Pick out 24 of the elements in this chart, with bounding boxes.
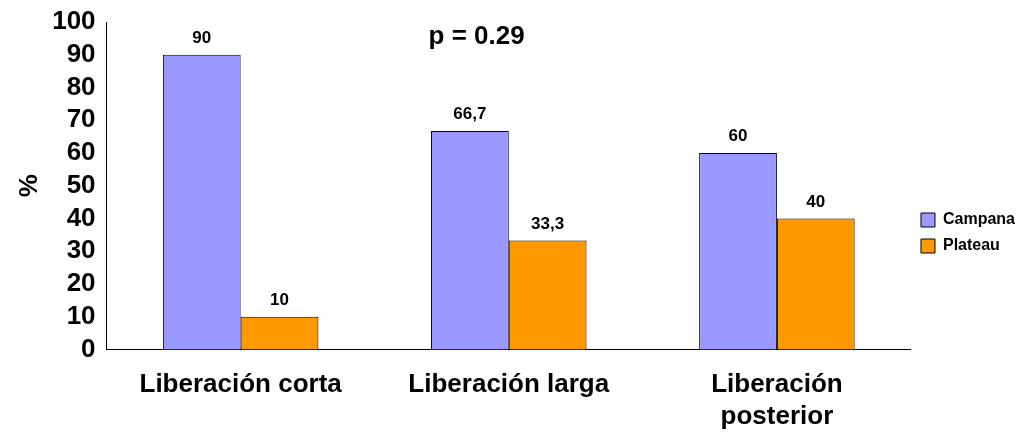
x-tick-label: Liberación larga — [408, 368, 610, 399]
y-tick-label: 30 — [66, 234, 96, 265]
legend-label: Plateau — [942, 236, 1000, 254]
data-label: 10 — [270, 290, 289, 310]
y-tick-label: 100 — [52, 5, 96, 36]
annotation: p = 0.29 — [428, 20, 525, 51]
data-label: 66,7 — [453, 104, 487, 124]
x-tick-label: Liberación corta — [139, 368, 343, 399]
y-tick-label: 60 — [66, 136, 96, 167]
y-tick-label: 80 — [66, 70, 96, 101]
data-label: 60 — [728, 126, 748, 146]
legend-label: Campana — [942, 210, 1016, 228]
y-axis-title: % — [12, 174, 43, 198]
y-tick-label: 50 — [66, 168, 96, 199]
data-label: 33,3 — [531, 213, 565, 233]
x-tick-label: Liberación posterior — [711, 368, 843, 430]
y-tick-label: 90 — [66, 37, 96, 68]
y-tick-label: 10 — [66, 300, 96, 331]
y-tick-label: 20 — [66, 267, 96, 298]
data-label: 90 — [192, 27, 212, 47]
y-tick-label: 40 — [66, 201, 96, 232]
y-tick-label: 70 — [66, 103, 96, 134]
data-label: 40 — [806, 191, 826, 211]
y-tick-label: 0 — [81, 332, 96, 363]
